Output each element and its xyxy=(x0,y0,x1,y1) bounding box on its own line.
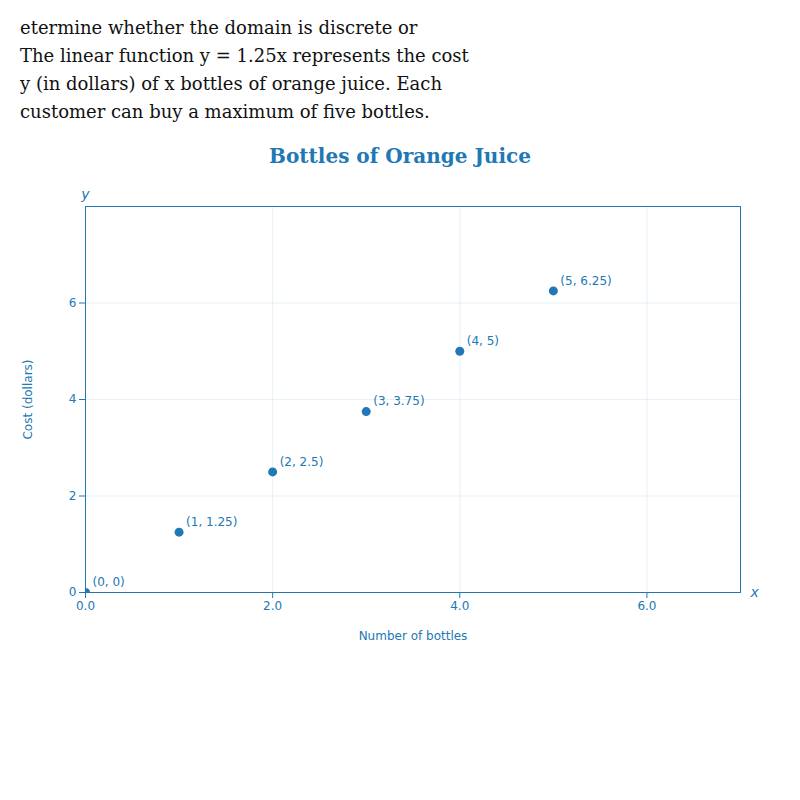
svg-text:Cost (dollars): Cost (dollars) xyxy=(21,359,35,439)
svg-text:2.0: 2.0 xyxy=(263,599,282,613)
html-text:y (in dollars) of x bottles of: y (in dollars) of x bottles of orange ju… xyxy=(20,72,442,94)
svg-text:0.0: 0.0 xyxy=(76,599,95,613)
svg-text:(3, 3.75): (3, 3.75) xyxy=(373,394,424,408)
svg-text:6.0: 6.0 xyxy=(637,599,656,613)
html-text:The linear function y = 1.25x: The linear function y = 1.25x represents… xyxy=(20,44,469,66)
svg-text:(1, 1.25): (1, 1.25) xyxy=(186,515,237,529)
svg-text:2: 2 xyxy=(69,488,77,502)
svg-text:6: 6 xyxy=(69,295,77,309)
svg-text:4: 4 xyxy=(69,392,77,406)
html-text:Bottles of Orange Juice: Bottles of Orange Juice xyxy=(269,143,531,168)
svg-text:y: y xyxy=(80,186,90,202)
svg-text:(0, 0): (0, 0) xyxy=(93,575,125,589)
svg-text:x: x xyxy=(750,584,760,600)
svg-text:(5, 6.25): (5, 6.25) xyxy=(560,273,611,287)
svg-text:Number of bottles: Number of bottles xyxy=(359,628,468,642)
svg-text:(4, 5): (4, 5) xyxy=(467,334,499,348)
svg-text:(2, 2.5): (2, 2.5) xyxy=(280,454,324,468)
html-text:etermine whether the domain is: etermine whether the domain is discrete … xyxy=(20,17,418,38)
html-text:customer can buy a maximum of: customer can buy a maximum of five bottl… xyxy=(20,100,430,122)
svg-text:0: 0 xyxy=(69,585,77,599)
svg-text:4.0: 4.0 xyxy=(450,599,469,613)
